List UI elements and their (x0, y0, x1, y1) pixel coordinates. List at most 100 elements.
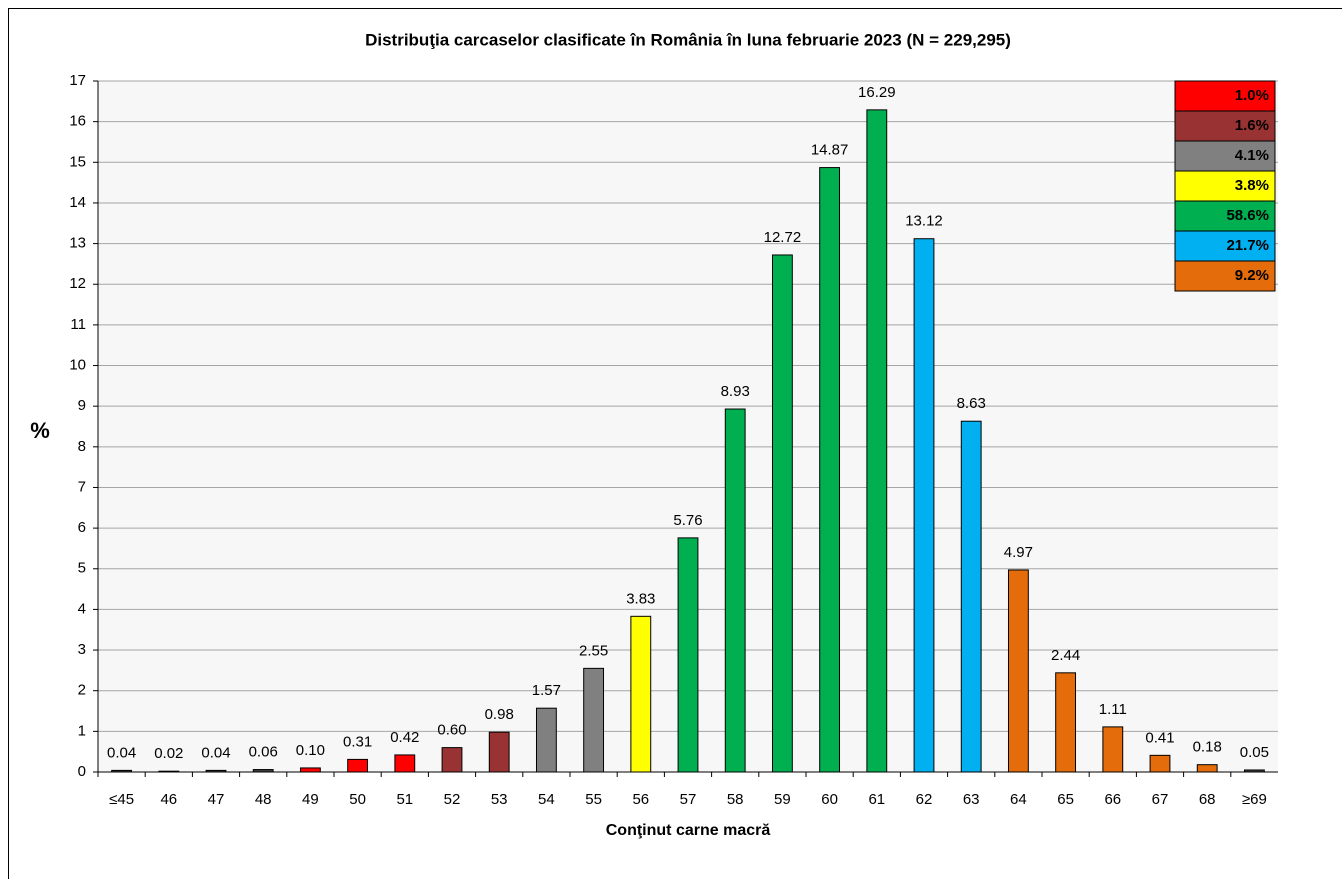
legend-label: 21.7% (1226, 237, 1269, 254)
y-tick-label: 8 (78, 438, 86, 455)
legend-label: 1.6% (1235, 117, 1269, 134)
bar (1055, 672, 1077, 773)
value-label: 5.76 (673, 512, 702, 529)
legend-swatch (1174, 260, 1276, 292)
y-tick-label: 5 (78, 560, 86, 577)
value-label: 0.02 (154, 745, 183, 762)
legend-label: 9.2% (1235, 267, 1269, 284)
bar (866, 109, 888, 773)
y-axis-label: % (30, 418, 50, 443)
x-tick-label: 51 (396, 791, 413, 808)
chart-title: Distribuţia carcaselor clasificate în Ro… (365, 30, 1011, 49)
bar (630, 615, 652, 773)
bar (1196, 764, 1218, 773)
y-tick-label: 7 (78, 478, 86, 495)
x-tick-label: 55 (585, 791, 602, 808)
y-tick-label: 3 (78, 641, 86, 658)
x-tick-label: 48 (255, 791, 272, 808)
value-label: 0.60 (437, 722, 466, 739)
bar (771, 254, 793, 773)
y-tick-label: 15 (69, 153, 86, 170)
value-label: 0.42 (390, 729, 419, 746)
x-tick-label: 46 (160, 791, 177, 808)
bar (960, 420, 982, 773)
bar (205, 769, 227, 773)
legend-swatch (1174, 230, 1276, 262)
y-tick-label: 0 (78, 763, 86, 780)
value-label: 3.83 (626, 590, 655, 607)
value-label: 2.55 (579, 642, 608, 659)
bar (1102, 726, 1124, 773)
legend-swatch (1174, 200, 1276, 232)
x-tick-label: 49 (302, 791, 319, 808)
value-label: 0.05 (1240, 744, 1269, 761)
bar (1149, 754, 1171, 773)
bar (347, 758, 369, 773)
value-label: 1.57 (532, 682, 561, 699)
value-label: 4.97 (1004, 544, 1033, 561)
value-label: 0.41 (1145, 729, 1174, 746)
value-label: 8.93 (721, 383, 750, 400)
x-tick-label: ≤45 (109, 791, 134, 808)
bar (1243, 769, 1265, 773)
bar (299, 767, 321, 773)
bar (724, 408, 746, 773)
y-tick-label: 16 (69, 113, 86, 130)
bar (252, 769, 274, 773)
bar (535, 707, 557, 773)
legend-label: 4.1% (1235, 147, 1269, 164)
value-label: 0.06 (249, 744, 278, 761)
x-tick-label: 68 (1199, 791, 1216, 808)
y-tick-label: 10 (69, 356, 86, 373)
bar (819, 167, 841, 773)
bar (583, 667, 605, 773)
x-tick-label: 50 (349, 791, 366, 808)
value-label: 0.18 (1193, 739, 1222, 756)
bar (677, 537, 699, 773)
y-tick-label: 1 (78, 722, 86, 739)
bar (394, 754, 416, 773)
x-tick-label: 53 (491, 791, 508, 808)
value-label: 0.31 (343, 733, 372, 750)
legend-label: 58.6% (1226, 207, 1269, 224)
y-tick-label: 13 (69, 235, 86, 252)
bar (1007, 569, 1029, 773)
legend-swatch (1174, 170, 1276, 202)
value-label: 8.63 (957, 395, 986, 412)
x-tick-label: 66 (1104, 791, 1121, 808)
value-label: 0.98 (485, 706, 514, 723)
x-tick-label: 61 (868, 791, 885, 808)
x-tick-label: 62 (916, 791, 933, 808)
x-tick-label: 47 (208, 791, 225, 808)
x-tick-label: 67 (1152, 791, 1169, 808)
x-tick-label: 59 (774, 791, 791, 808)
value-label: 0.04 (107, 744, 136, 761)
y-tick-label: 2 (78, 682, 86, 699)
y-tick-label: 6 (78, 519, 86, 536)
value-label: 12.72 (764, 229, 802, 246)
x-tick-label: 52 (444, 791, 461, 808)
y-tick-label: 4 (78, 600, 86, 617)
y-tick-label: 11 (70, 316, 86, 333)
x-tick-label: 64 (1010, 791, 1027, 808)
bar (913, 238, 935, 773)
legend-swatch (1174, 110, 1276, 142)
x-axis-label: Conţinut carne macră (606, 822, 771, 839)
y-tick-label: 14 (69, 194, 86, 211)
x-tick-label: 54 (538, 791, 555, 808)
legend-label: 3.8% (1235, 177, 1269, 194)
value-label: 13.12 (905, 213, 943, 230)
value-label: 0.04 (201, 744, 230, 761)
bar (111, 769, 133, 773)
x-tick-label: 58 (727, 791, 744, 808)
legend-swatch (1174, 80, 1276, 112)
x-tick-label: 65 (1057, 791, 1074, 808)
value-label: 16.29 (858, 84, 896, 101)
x-tick-label: ≥69 (1242, 791, 1267, 808)
legend-swatch (1174, 140, 1276, 172)
value-label: 2.44 (1051, 647, 1080, 664)
bar (158, 770, 180, 773)
bar (441, 747, 463, 773)
y-tick-label: 9 (78, 397, 86, 414)
